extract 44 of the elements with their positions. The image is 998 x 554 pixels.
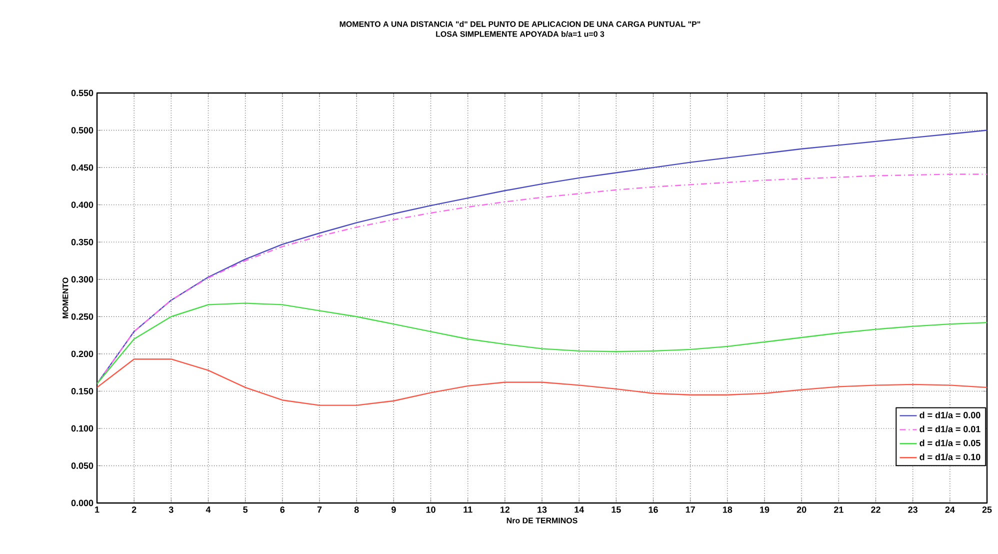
x-tick-label: 17 [686, 506, 695, 513]
x-tick-label: 23 [908, 506, 918, 513]
x-tick-label: 5 [243, 506, 248, 513]
line-series [97, 358, 988, 406]
legend-label: d = d1/a = 0.00 [920, 412, 980, 418]
x-tick-label: 11 [464, 506, 472, 513]
x-tick-label: 4 [206, 506, 211, 513]
y-tick-label: 0.000 [71, 500, 94, 506]
x-tick-label: 13 [538, 506, 547, 513]
y-tick-label: 0.500 [71, 127, 94, 134]
legend-label: d = d1/a = 0.05 [920, 440, 980, 446]
y-tick-label: 0.200 [71, 350, 94, 358]
x-tick-label: 6 [280, 506, 285, 513]
legend-label: d = d1/a = 0.10 [920, 454, 980, 460]
x-tick-label: 18 [723, 506, 732, 513]
legend-label: d = d1/a = 0.01 [920, 426, 980, 432]
y-tick-label: 0.400 [71, 202, 94, 208]
x-tick-label: 15 [612, 506, 621, 513]
x-tick-label: 9 [391, 506, 396, 513]
line-series [97, 174, 988, 384]
y-tick-label: 0.250 [71, 313, 94, 320]
x-tick-label: 22 [871, 506, 880, 513]
x-tick-label: 20 [796, 506, 806, 513]
x-tick-label: 7 [317, 506, 322, 513]
x-tick-label: 12 [500, 506, 510, 513]
y-tick-label: 0.150 [71, 388, 94, 394]
x-tick-label: 16 [648, 506, 658, 513]
x-tick-label: 19 [760, 506, 770, 513]
x-tick-label: 1 [95, 506, 100, 513]
x-tick-label: 8 [354, 506, 359, 513]
x-tick-label: 24 [945, 506, 955, 513]
y-tick-label: 0.300 [71, 276, 94, 283]
x-tick-label: 21 [834, 506, 844, 513]
y-tick-label: 0.050 [71, 462, 94, 469]
y-tick-label: 0.350 [71, 238, 94, 246]
x-tick-label: 25 [982, 506, 992, 513]
x-tick-label: 14 [574, 506, 584, 513]
line-series [97, 302, 988, 384]
x-tick-label: 3 [168, 506, 174, 513]
y-tick-label: 0.100 [71, 425, 94, 432]
x-tick-label: 2 [132, 506, 136, 513]
x-tick-label: 10 [426, 506, 436, 513]
y-tick-label: 0.550 [71, 90, 94, 96]
y-tick-label: 0.450 [71, 164, 94, 171]
